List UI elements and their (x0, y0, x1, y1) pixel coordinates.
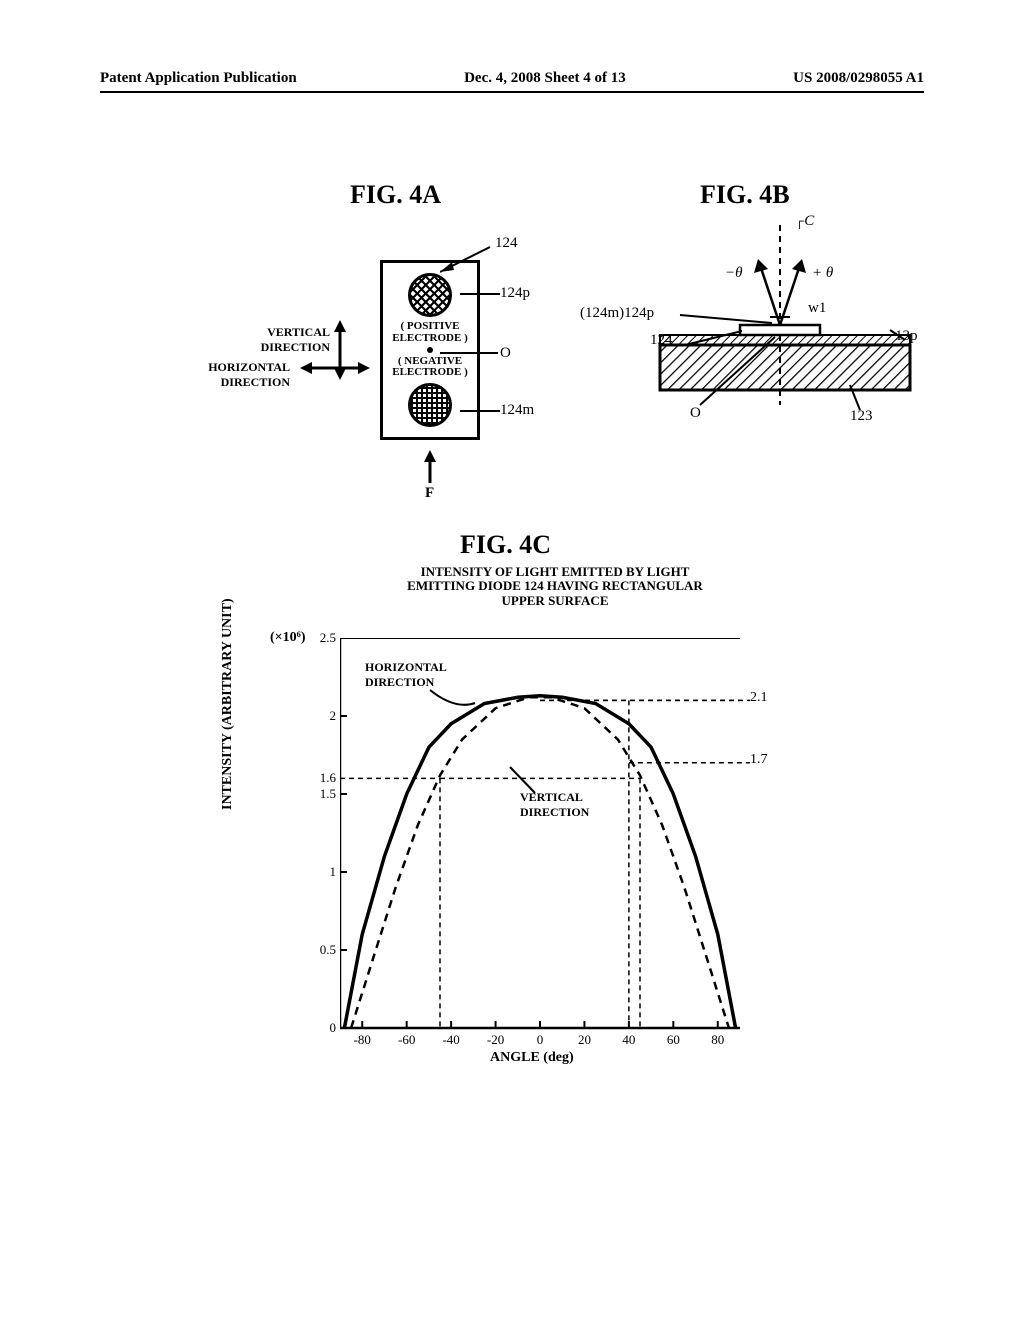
ref-13p: 13p (895, 328, 918, 345)
header-left: Patent Application Publication (100, 70, 297, 87)
fig4b-title: FIG. 4B (700, 180, 790, 210)
ytick: 0.5 (308, 942, 336, 958)
ref-C: ┌C (795, 213, 814, 230)
chart-title: INTENSITY OF LIGHT EMITTED BY LIGHT EMIT… (390, 565, 720, 608)
page-header: Patent Application Publication Dec. 4, 2… (100, 70, 924, 93)
ref-F: F (425, 485, 434, 502)
leader-O (440, 352, 498, 354)
fig4c-title: FIG. 4C (460, 530, 551, 560)
horizontal-direction-label: HORIZONTAL DIRECTION (200, 360, 290, 390)
xtick: -40 (437, 1032, 465, 1048)
ref-124-b: 124 (650, 332, 673, 349)
xtick: 60 (659, 1032, 687, 1048)
xtick: 40 (615, 1032, 643, 1048)
ref-2-1: 2.1 (750, 690, 768, 706)
negative-electrode-icon (408, 383, 452, 427)
direction-arrows-icon (290, 320, 370, 390)
figure-4c: FIG. 4C INTENSITY OF LIGHT EMITTED BY LI… (230, 530, 800, 1090)
ref-minus-theta: −θ (725, 265, 743, 282)
xtick: -20 (482, 1032, 510, 1048)
fig4a-title: FIG. 4A (350, 180, 441, 210)
xtick: 20 (570, 1032, 598, 1048)
xtick: 0 (526, 1032, 554, 1048)
leader-124m (460, 410, 500, 412)
leader-vertical (505, 765, 545, 795)
ytick: 2.5 (308, 630, 336, 646)
ytick: 1 (308, 864, 336, 880)
negative-electrode-label: ( NEGATIVE ELECTRODE ) (383, 356, 477, 379)
y-axis-label: INTENSITY (ARBITRARY UNIT) (220, 598, 236, 810)
y-multiplier: (×10⁶) (270, 630, 306, 646)
ref-1-7: 1.7 (750, 752, 768, 768)
leader-124 (440, 242, 500, 282)
arrow-F-icon (420, 448, 440, 488)
ref-plus-theta: + θ (812, 265, 833, 282)
header-right: US 2008/0298055 A1 (793, 70, 924, 87)
ref-124m124p: (124m)124p (580, 305, 654, 322)
ytick: 0 (308, 1020, 336, 1036)
ytick: 1.6 (308, 770, 336, 786)
positive-electrode-label: ( POSITIVE ELECTRODE ) (383, 321, 477, 344)
ytick: 1.5 (308, 786, 336, 802)
intensity-chart (340, 638, 760, 1038)
xtick: 80 (704, 1032, 732, 1048)
led-rectangle: ( POSITIVE ELECTRODE ) ( NEGATIVE ELECTR… (380, 260, 480, 440)
ref-124m: 124m (500, 402, 534, 419)
ytick: 2 (308, 708, 336, 724)
header-center: Dec. 4, 2008 Sheet 4 of 13 (464, 70, 626, 87)
xtick: -60 (393, 1032, 421, 1048)
leader-124p (460, 293, 500, 295)
center-point-O (427, 347, 433, 353)
ref-123: 123 (850, 408, 873, 425)
x-axis-label: ANGLE (deg) (490, 1050, 574, 1066)
leader-horizontal (425, 685, 485, 715)
xtick: -80 (348, 1032, 376, 1048)
ref-124p: 124p (500, 285, 530, 302)
ref-O: O (500, 345, 511, 362)
ref-O-b: O (690, 405, 701, 422)
ref-w1: w1 (808, 300, 826, 317)
